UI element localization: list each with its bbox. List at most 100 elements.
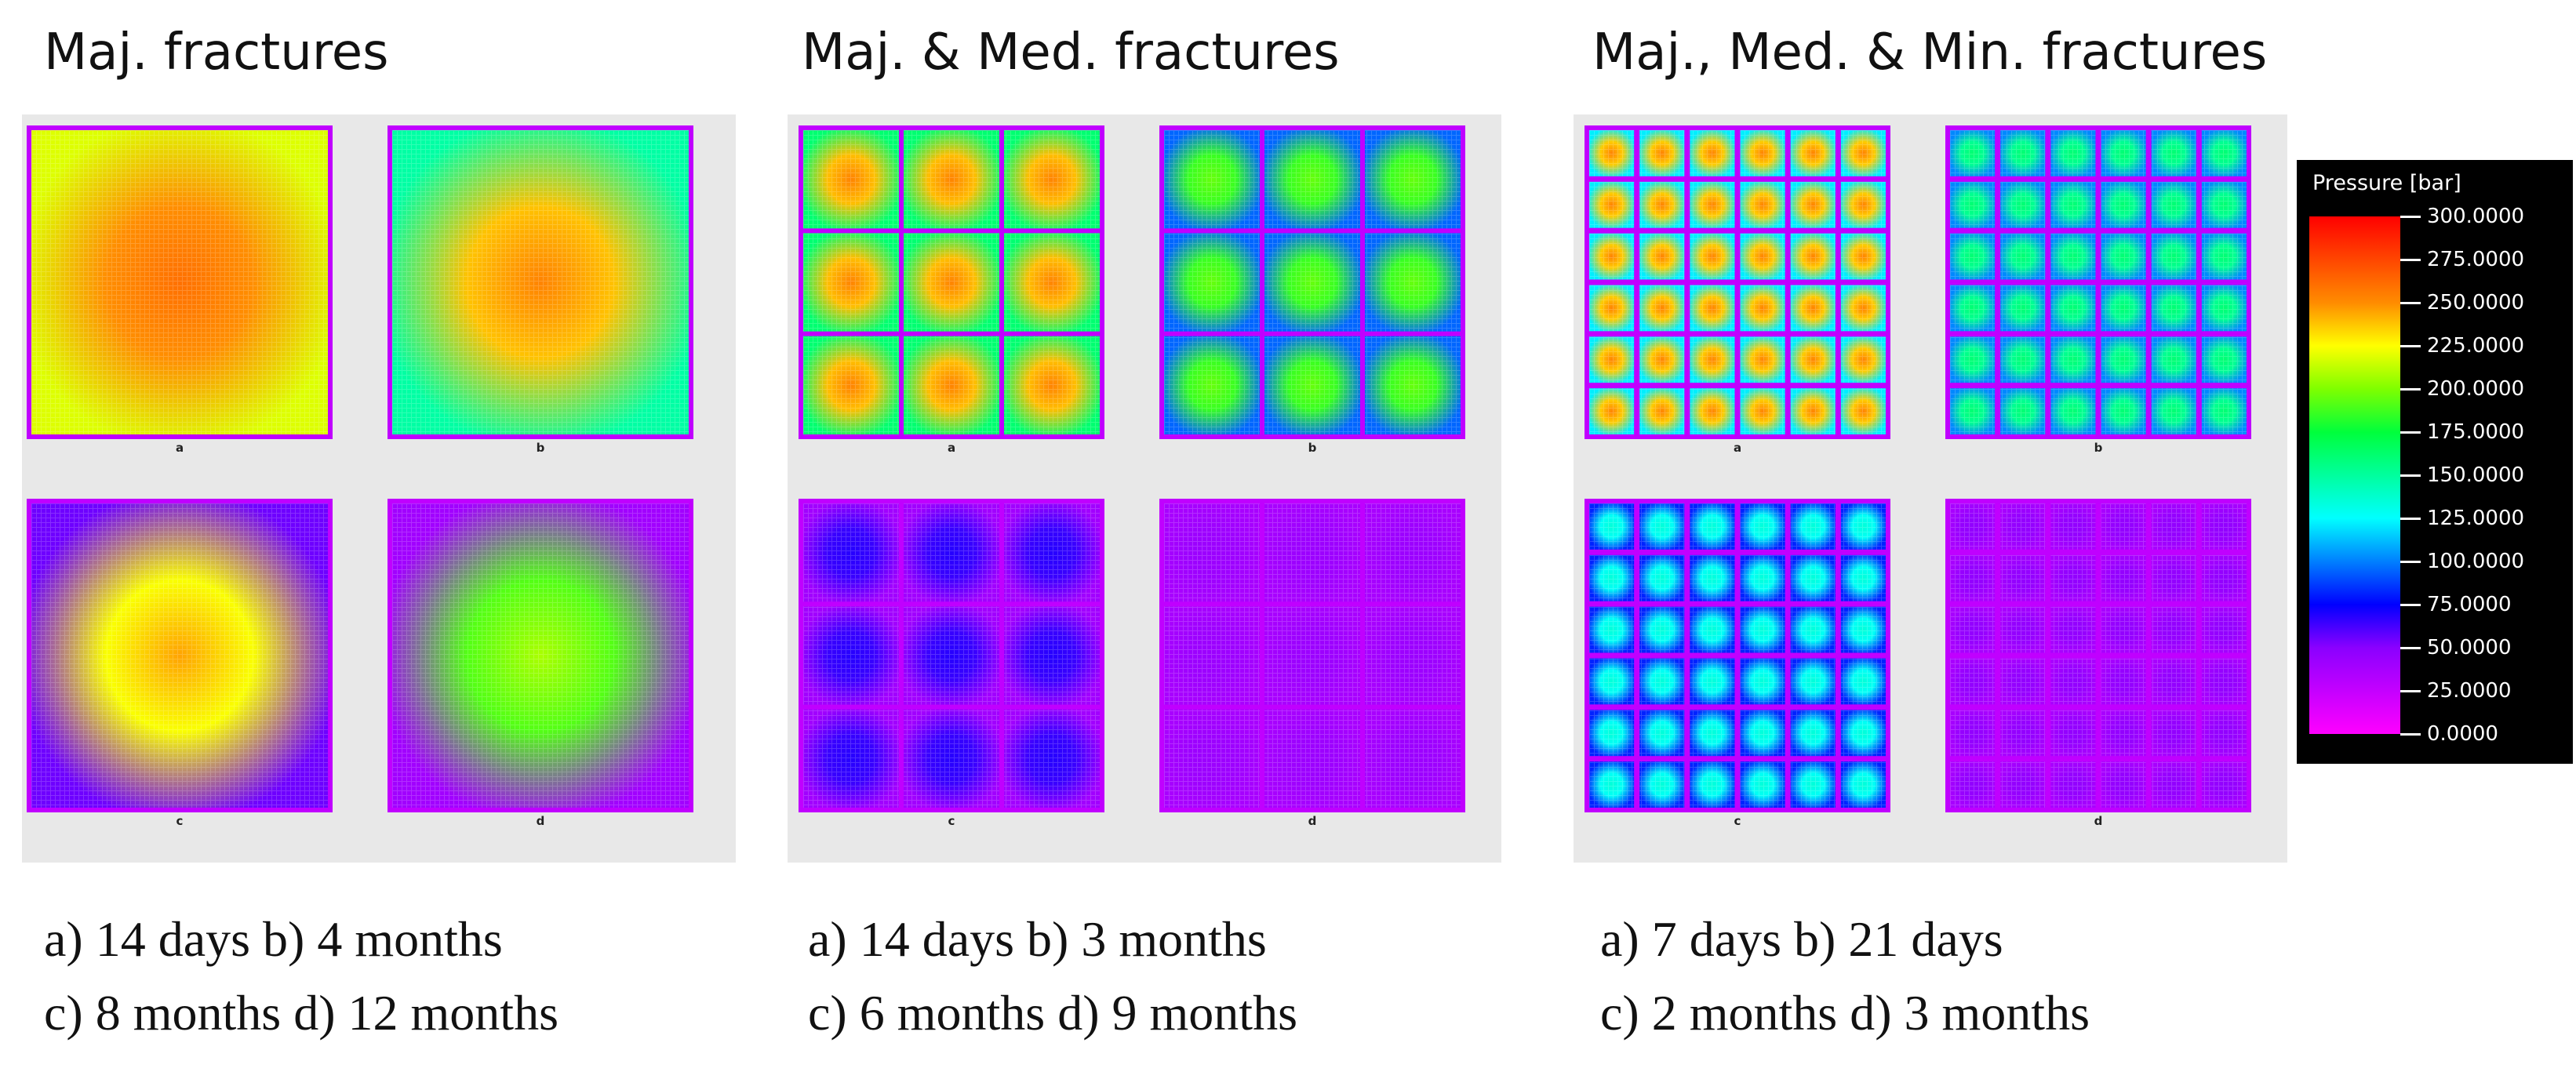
mesh-overlay [2050, 130, 2096, 176]
mesh-overlay [1639, 233, 1685, 280]
mesh-overlay [2151, 658, 2196, 705]
legend-tick-mark [2400, 690, 2421, 692]
mesh-overlay [1790, 336, 1836, 383]
mesh-overlay [1950, 336, 1996, 383]
mesh-overlay [1164, 709, 1260, 808]
mesh-overlay [2050, 336, 2096, 383]
mesh-overlay [2050, 554, 2096, 601]
mesh-overlay [1004, 233, 1100, 332]
mesh-overlay [1950, 658, 1996, 705]
mesh-overlay [1589, 658, 1635, 705]
mesh-overlay [1264, 606, 1360, 705]
sim-panel: d [1945, 499, 2251, 828]
mesh-overlay [1740, 181, 1785, 228]
mesh-overlay [392, 130, 689, 434]
mesh-overlay [1840, 388, 1886, 434]
mesh-overlay [2101, 233, 2146, 280]
mesh-overlay [2151, 388, 2196, 434]
mesh-overlay [2151, 554, 2196, 601]
mesh-overlay [1950, 710, 1996, 757]
mesh-overlay [803, 130, 899, 229]
mesh-overlay [2050, 503, 2096, 550]
mesh-overlay [1740, 130, 1785, 176]
fracture-frame [1945, 499, 2251, 812]
mesh-overlay [1639, 285, 1685, 332]
mesh-overlay [2101, 606, 2146, 653]
mesh-overlay [2101, 554, 2146, 601]
legend-color-bar [2309, 216, 2400, 734]
mesh-overlay [1790, 285, 1836, 332]
legend-tick-label: 0.0000 [2427, 722, 2498, 746]
pressure-legend: Pressure [bar] 300.0000 275.0000 250.0000 2… [2297, 160, 2573, 764]
pressure-map [799, 499, 1104, 812]
mesh-overlay [1690, 130, 1735, 176]
mesh-overlay [1790, 554, 1836, 601]
pressure-map [799, 125, 1104, 439]
mesh-overlay [2000, 285, 2046, 332]
mesh-overlay [1264, 503, 1360, 602]
sim-panel: d [387, 499, 693, 828]
group-title-maj-med: Maj. & Med. fractures [802, 24, 1340, 82]
mesh-overlay [1004, 503, 1100, 602]
mesh-overlay [392, 503, 689, 808]
mesh-overlay [2101, 181, 2146, 228]
mesh-overlay [2000, 554, 2046, 601]
legend-tick-label: 175.0000 [2427, 420, 2525, 444]
mesh-overlay [1950, 606, 1996, 653]
mesh-overlay [1639, 130, 1685, 176]
mesh-overlay [2201, 710, 2247, 757]
legend-tick-label: 300.0000 [2427, 205, 2525, 228]
sim-panel-label: c [948, 814, 955, 828]
mesh-overlay [1589, 503, 1635, 550]
mesh-overlay [1164, 233, 1260, 332]
mesh-overlay [1690, 233, 1735, 280]
mesh-overlay [1164, 336, 1260, 434]
mesh-overlay [1589, 606, 1635, 653]
sim-panel: b [1159, 125, 1465, 455]
mesh-overlay [2101, 658, 2146, 705]
legend-tick-mark [2400, 561, 2421, 563]
mesh-overlay [1589, 554, 1635, 601]
pressure-map [1159, 499, 1465, 812]
sim-panel: a [27, 125, 333, 455]
legend-tick-label: 25.0000 [2427, 679, 2512, 703]
mesh-overlay [1264, 130, 1360, 229]
legend-tick-mark [2400, 647, 2421, 649]
mesh-overlay [1264, 336, 1360, 434]
pressure-map [1945, 499, 2251, 812]
sim-panel-label: d [1308, 814, 1317, 828]
mesh-overlay [2151, 761, 2196, 808]
legend-tick-label: 225.0000 [2427, 334, 2525, 358]
mesh-overlay [2151, 181, 2196, 228]
fracture-frame [1945, 125, 2251, 439]
mesh-overlay [1365, 336, 1461, 434]
mesh-overlay [1740, 503, 1785, 550]
caption-line-2-maj-med: c) 6 months d) 9 months [808, 985, 1297, 1041]
mesh-overlay [1950, 503, 1996, 550]
mesh-overlay [1950, 181, 1996, 228]
pressure-map [27, 499, 333, 812]
legend-tick-label: 75.0000 [2427, 593, 2512, 616]
legend-tick-label: 150.0000 [2427, 463, 2525, 487]
mesh-overlay [1164, 606, 1260, 705]
mesh-overlay [803, 606, 899, 705]
mesh-overlay [1004, 709, 1100, 808]
sim-panel: a [1585, 125, 1890, 455]
mesh-overlay [1840, 761, 1886, 808]
caption-line-1-maj-med-min: a) 7 days b) 21 days [1600, 911, 2003, 967]
mesh-overlay [1740, 761, 1785, 808]
mesh-overlay [1740, 285, 1785, 332]
sim-panel-label: a [1733, 441, 1742, 455]
mesh-overlay [2000, 606, 2046, 653]
pressure-map [1159, 125, 1465, 439]
legend-tick-label: 275.0000 [2427, 248, 2525, 271]
mesh-overlay [1740, 710, 1785, 757]
legend-tick-label: 250.0000 [2427, 291, 2525, 314]
legend-title: Pressure [bar] [2312, 171, 2461, 195]
mesh-overlay [1690, 503, 1735, 550]
mesh-overlay [1790, 233, 1836, 280]
mesh-overlay [1589, 181, 1635, 228]
mesh-overlay [2201, 503, 2247, 550]
mesh-overlay [1589, 336, 1635, 383]
mesh-overlay [2050, 233, 2096, 280]
